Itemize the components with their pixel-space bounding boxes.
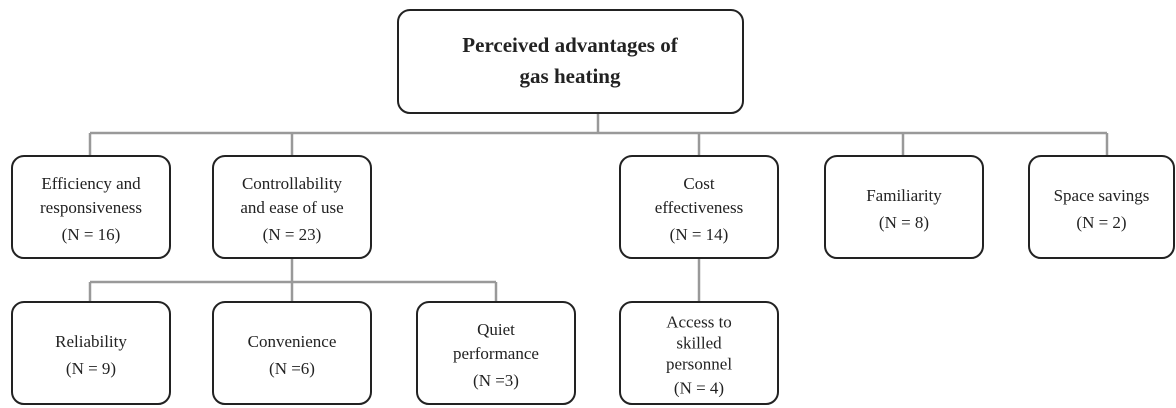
node-box — [416, 301, 576, 405]
node-label: Controllability — [242, 174, 343, 193]
node-count: (N = 4) — [674, 378, 724, 397]
node-box — [619, 155, 779, 259]
node-label: Efficiency and — [41, 174, 141, 193]
node-box — [824, 155, 984, 259]
node-count: (N = 8) — [879, 213, 929, 232]
node-label: personnel — [666, 354, 732, 373]
node-box — [212, 301, 372, 405]
node-label: Convenience — [248, 332, 337, 351]
node-label: Access to — [666, 312, 732, 331]
root-node: Perceived advantages of gas heating — [397, 9, 744, 114]
root-label: Perceived advantages of — [462, 33, 678, 57]
root-box — [397, 9, 744, 114]
node-count: (N = 23) — [263, 225, 322, 244]
nodes: Efficiency and responsiveness (N = 16) Cont… — [11, 155, 1175, 405]
node-box — [212, 155, 372, 259]
node-label: performance — [453, 344, 539, 363]
node-count: (N =3) — [473, 371, 519, 390]
node: Efficiency and responsiveness (N = 16) — [11, 155, 171, 259]
root-label: gas heating — [520, 64, 621, 88]
node: Cost effectiveness (N = 14) — [619, 155, 779, 259]
node-label: Space savings — [1054, 186, 1150, 205]
node-box — [1028, 155, 1175, 259]
node: Reliability (N = 9) — [11, 301, 171, 405]
node: Space savings (N = 2) — [1028, 155, 1175, 259]
node-count: (N = 16) — [62, 225, 121, 244]
node-count: (N = 14) — [670, 225, 729, 244]
node-label: Quiet — [477, 320, 515, 339]
node-box — [11, 301, 171, 405]
node: Access to skilled personnel (N = 4) — [619, 301, 779, 405]
node-label: Reliability — [55, 332, 127, 351]
node: Quiet performance (N =3) — [416, 301, 576, 405]
node-count: (N =6) — [269, 359, 315, 378]
connectors — [88, 113, 1109, 302]
node-label: skilled — [676, 333, 722, 352]
node: Convenience (N =6) — [212, 301, 372, 405]
node-label: effectiveness — [655, 198, 743, 217]
node-count: (N = 2) — [1076, 213, 1126, 232]
node-box — [11, 155, 171, 259]
node: Controllability and ease of use (N = 23) — [212, 155, 372, 259]
node-label: and ease of use — [240, 198, 343, 217]
node-label: Familiarity — [866, 186, 942, 205]
node-box — [619, 301, 779, 405]
node-label: responsiveness — [40, 198, 142, 217]
node: Familiarity (N = 8) — [824, 155, 984, 259]
node-count: (N = 9) — [66, 359, 116, 378]
node-label: Cost — [683, 174, 714, 193]
